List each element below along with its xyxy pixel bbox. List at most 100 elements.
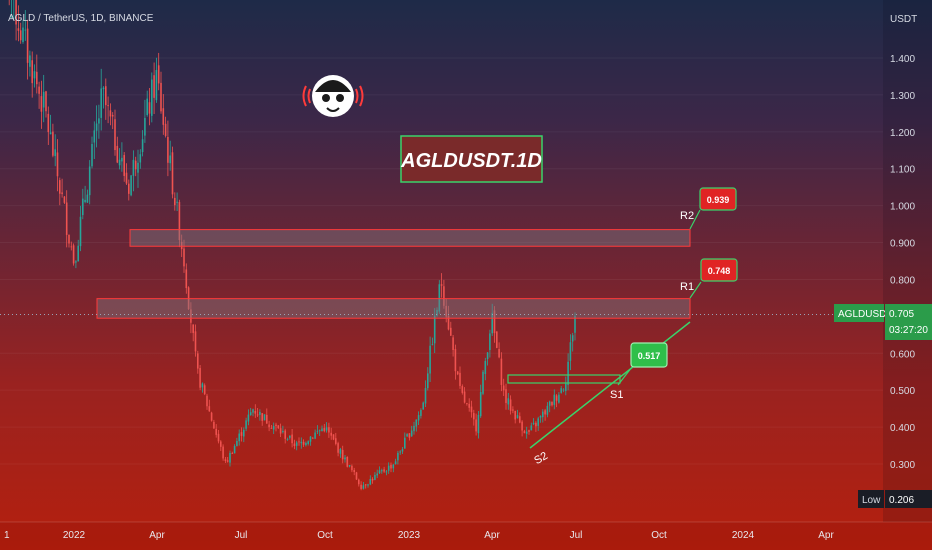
support-trendline-s2[interactable]: [529, 321, 691, 449]
candle-body: [509, 399, 512, 411]
candle-body: [314, 432, 316, 439]
candle-body: [567, 361, 569, 385]
candle-body: [130, 175, 132, 196]
candle-body: [162, 108, 165, 125]
candle-body: [346, 456, 349, 467]
s1-price-badge[interactable]: 0.517: [630, 342, 668, 368]
price-tick-label: 0.800: [890, 275, 915, 286]
price-tick-label: 1.200: [890, 128, 915, 139]
low-value: 0.206: [889, 495, 914, 506]
candle-body: [63, 196, 66, 203]
candle-body: [88, 166, 91, 196]
time-tick-label: Jul: [235, 530, 248, 541]
resistance-zone-r1[interactable]: [96, 298, 691, 319]
candle-body: [111, 114, 114, 117]
candle-body: [118, 159, 121, 166]
resistance-zone-r2[interactable]: [129, 229, 691, 247]
candle-body: [259, 411, 261, 415]
candle-body: [539, 415, 542, 418]
candle-body: [49, 132, 52, 135]
candle-body: [203, 385, 206, 395]
candle-body: [199, 368, 201, 388]
r1-connector: [689, 281, 702, 299]
candle-body: [571, 335, 574, 342]
candle-body: [139, 154, 142, 163]
price-axis[interactable]: USDT: [883, 0, 932, 522]
candle-body: [263, 414, 266, 421]
candle-body: [268, 424, 270, 428]
candle-body: [516, 415, 519, 419]
candle-body: [410, 430, 413, 437]
last-price: 0.705: [889, 309, 914, 320]
candle-body: [243, 429, 245, 437]
candle-body: [486, 352, 489, 360]
candle-body: [454, 348, 457, 372]
candle-body: [222, 446, 224, 459]
candle-body: [468, 403, 470, 408]
candle-body: [217, 433, 220, 442]
candle-body: [137, 162, 139, 173]
candle-body: [548, 401, 551, 406]
candle-body: [477, 414, 480, 434]
candle-body: [210, 412, 213, 421]
r2-price: 0.939: [707, 195, 730, 205]
r2-price-badge[interactable]: 0.939: [699, 187, 737, 211]
candle-body: [270, 428, 273, 429]
last-price-tag[interactable]: AGLDUSDT 0.705 03:27:20: [834, 304, 932, 340]
candle-body: [36, 71, 38, 85]
candle-body: [415, 419, 418, 427]
price-tick-label: 0.500: [890, 386, 915, 397]
candle-body: [463, 391, 466, 403]
candle-body: [132, 159, 135, 176]
candle-body: [169, 155, 171, 164]
candle-body: [93, 130, 96, 143]
candle-body: [367, 484, 369, 486]
candle-body: [484, 360, 487, 374]
author-logo: [302, 75, 364, 117]
candle-body: [109, 110, 112, 117]
candle-body: [148, 102, 151, 114]
r1-price-badge[interactable]: 0.748: [700, 258, 738, 282]
candle-body: [33, 71, 36, 79]
candle-body: [493, 310, 496, 334]
time-axis[interactable]: [0, 521, 932, 550]
candle-body: [42, 91, 45, 108]
candle-body: [266, 414, 268, 424]
candle-body: [164, 123, 167, 136]
candle-body: [523, 431, 526, 434]
candle-body: [123, 155, 125, 176]
candle-body: [325, 427, 328, 431]
candle-body: [491, 312, 493, 334]
candle-body: [254, 410, 257, 414]
time-tick-label: Oct: [651, 530, 667, 541]
currency-label: USDT: [890, 14, 917, 25]
candle-body: [475, 419, 477, 432]
grid-lines: [0, 57, 883, 465]
candle-body: [312, 437, 314, 439]
candle-body: [473, 413, 475, 420]
candle-body: [512, 409, 514, 411]
candle-body: [519, 416, 521, 423]
candle-body: [286, 439, 289, 440]
consolidation-box[interactable]: [507, 374, 621, 384]
r1-price: 0.748: [708, 266, 731, 276]
candle-body: [530, 425, 533, 431]
candle-body: [180, 241, 183, 250]
candle-body: [551, 401, 553, 406]
candle-body: [284, 430, 286, 439]
candle-body: [176, 201, 178, 203]
candle-body: [86, 194, 89, 203]
candle-body: [558, 394, 560, 403]
candle-body: [192, 324, 194, 333]
candle-body: [461, 386, 464, 393]
candles: [8, 0, 576, 491]
r1-label: R1: [680, 281, 694, 293]
low-price-tag[interactable]: Low 0.206: [858, 490, 932, 508]
candle-body: [289, 435, 291, 438]
candle-body: [160, 82, 162, 112]
candle-body: [153, 75, 155, 98]
candle-body: [206, 395, 208, 407]
candle-body: [79, 216, 82, 247]
